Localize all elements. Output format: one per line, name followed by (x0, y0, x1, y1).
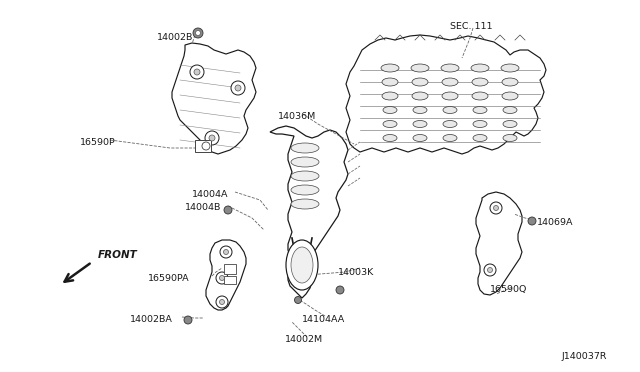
Bar (224, 276, 236, 284)
Ellipse shape (503, 106, 517, 113)
Text: 14069A: 14069A (537, 218, 573, 227)
Polygon shape (172, 43, 256, 154)
Circle shape (216, 296, 228, 308)
Circle shape (193, 28, 203, 38)
Ellipse shape (412, 92, 428, 100)
Ellipse shape (473, 135, 487, 141)
Circle shape (220, 246, 232, 258)
Ellipse shape (412, 78, 428, 86)
Ellipse shape (503, 135, 517, 141)
Ellipse shape (473, 121, 487, 128)
Ellipse shape (501, 64, 519, 72)
Ellipse shape (291, 157, 319, 167)
Circle shape (224, 206, 232, 214)
Ellipse shape (381, 64, 399, 72)
Bar (195, 140, 211, 152)
Circle shape (223, 250, 228, 254)
Polygon shape (270, 126, 348, 298)
Text: 16590PA: 16590PA (148, 274, 189, 283)
Ellipse shape (442, 78, 458, 86)
Circle shape (220, 299, 225, 305)
Ellipse shape (291, 199, 319, 209)
Text: 14104AA: 14104AA (302, 315, 345, 324)
Ellipse shape (291, 185, 319, 195)
Ellipse shape (383, 106, 397, 113)
Polygon shape (476, 192, 522, 295)
Text: 14004A: 14004A (192, 190, 228, 199)
Ellipse shape (411, 64, 429, 72)
Circle shape (484, 264, 496, 276)
Circle shape (194, 69, 200, 75)
Text: 14002M: 14002M (285, 335, 323, 344)
Text: 14004B: 14004B (185, 203, 221, 212)
Ellipse shape (291, 143, 319, 153)
Circle shape (202, 142, 210, 150)
Ellipse shape (503, 121, 517, 128)
Text: 14036M: 14036M (278, 112, 316, 121)
Ellipse shape (472, 78, 488, 86)
Circle shape (216, 272, 228, 284)
Circle shape (488, 267, 493, 273)
Ellipse shape (442, 92, 458, 100)
Ellipse shape (383, 121, 397, 128)
Ellipse shape (471, 64, 489, 72)
Ellipse shape (382, 78, 398, 86)
Circle shape (493, 205, 499, 211)
Text: 14003K: 14003K (338, 268, 374, 277)
Circle shape (336, 286, 344, 294)
Ellipse shape (413, 106, 427, 113)
Text: 16590P: 16590P (80, 138, 116, 147)
Ellipse shape (472, 92, 488, 100)
Ellipse shape (443, 135, 457, 141)
Ellipse shape (291, 171, 319, 181)
Text: 14002B: 14002B (157, 33, 193, 42)
Circle shape (220, 276, 225, 280)
Text: 14002BA: 14002BA (130, 315, 173, 324)
Ellipse shape (382, 92, 398, 100)
Text: FRONT: FRONT (98, 250, 138, 260)
Polygon shape (206, 240, 246, 310)
Circle shape (184, 316, 192, 324)
Text: 16590Q: 16590Q (490, 285, 527, 294)
Circle shape (528, 217, 536, 225)
Ellipse shape (291, 247, 313, 283)
Circle shape (490, 202, 502, 214)
Circle shape (235, 85, 241, 91)
Polygon shape (346, 35, 546, 154)
Ellipse shape (502, 92, 518, 100)
Circle shape (294, 296, 301, 304)
Circle shape (205, 131, 219, 145)
Ellipse shape (502, 78, 518, 86)
Circle shape (195, 31, 200, 35)
Ellipse shape (443, 121, 457, 128)
Ellipse shape (413, 121, 427, 128)
Bar (224, 264, 236, 274)
Text: SEC. 111: SEC. 111 (450, 22, 493, 31)
Ellipse shape (443, 106, 457, 113)
Ellipse shape (441, 64, 459, 72)
Ellipse shape (383, 135, 397, 141)
Circle shape (231, 81, 245, 95)
Circle shape (209, 135, 215, 141)
Circle shape (190, 65, 204, 79)
Ellipse shape (286, 240, 318, 290)
Text: J140037R: J140037R (562, 352, 607, 361)
Ellipse shape (413, 135, 427, 141)
Ellipse shape (473, 106, 487, 113)
